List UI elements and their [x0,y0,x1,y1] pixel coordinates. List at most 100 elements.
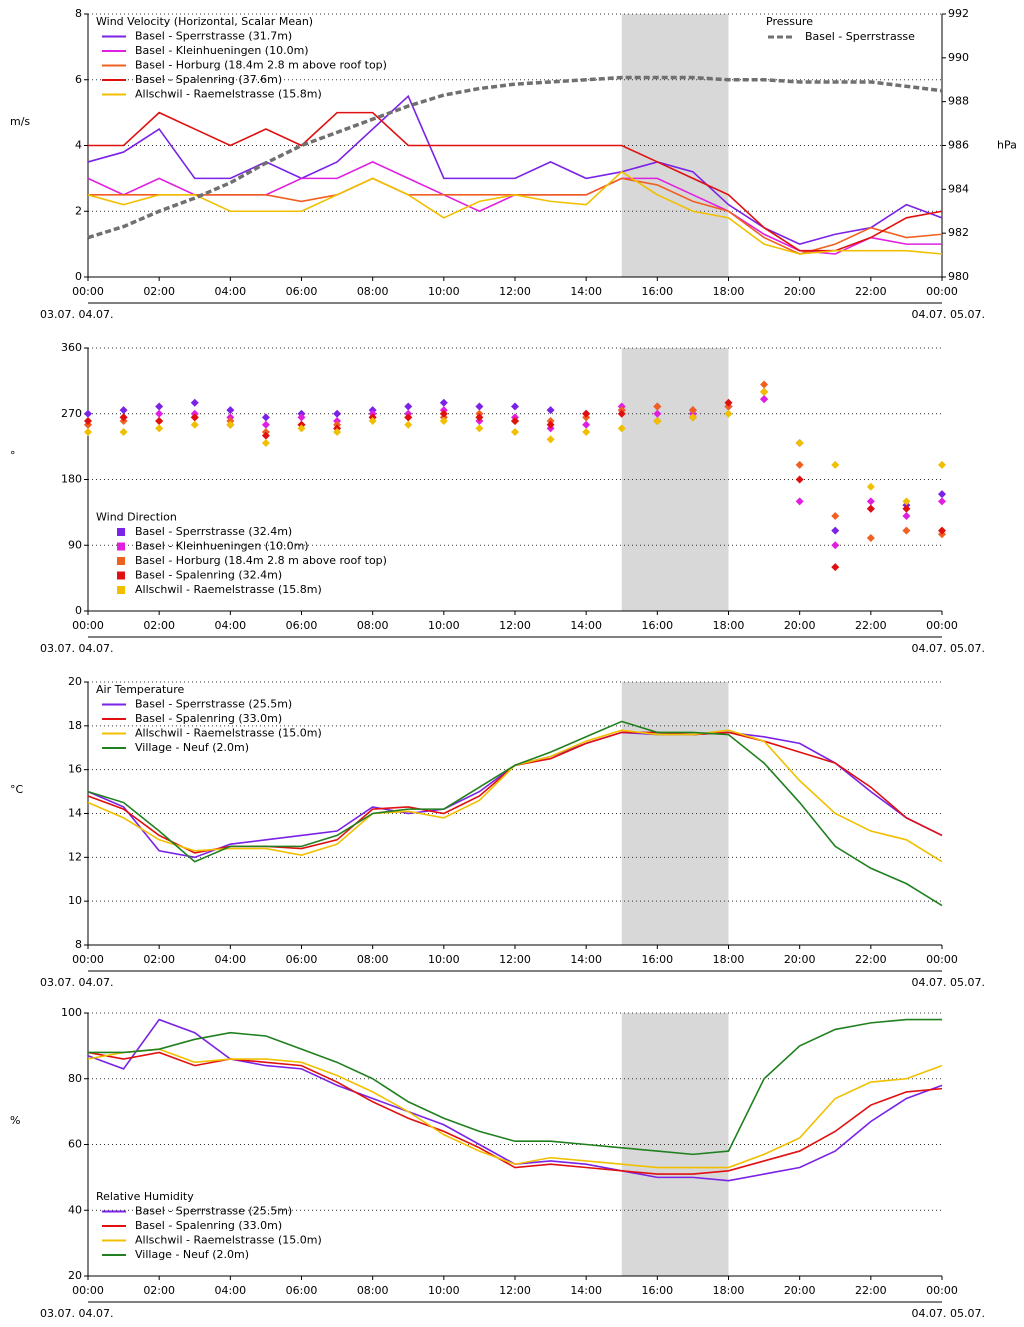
x-tick-label: 02:00 [143,953,175,966]
x-tick-label: 12:00 [499,619,531,632]
y-tick-label: 20 [68,675,82,688]
point [368,417,377,426]
point [333,428,342,437]
x-tick-label: 00:00 [926,285,958,298]
legend-label: Basel - Spalenring (32.4m) [135,569,282,582]
point [795,438,804,447]
date-start: 03.07. 04.07. [40,976,113,989]
point [546,420,555,429]
y-tick-label: 8 [75,938,82,951]
point [688,406,697,415]
y2-tick-label: 992 [948,7,969,20]
x-tick-label: 04:00 [214,1284,246,1297]
point [475,402,484,411]
x-tick-label: 02:00 [143,1284,175,1297]
x-tick-label: 10:00 [428,619,460,632]
point [119,406,128,415]
point [475,424,484,433]
point [938,497,946,506]
point [404,402,413,411]
x-tick-label: 00:00 [926,953,958,966]
point [297,413,306,422]
point [119,428,128,437]
point [226,420,235,429]
legend-swatch [117,586,125,594]
legend-title: Wind Velocity (Horizontal, Scalar Mean) [96,15,313,28]
x-tick-label: 22:00 [855,1284,887,1297]
x-tick-label: 08:00 [357,953,389,966]
point [546,435,555,444]
legend-label: Basel - Spalenring (37.6m) [135,73,282,86]
y-tick-label: 100 [61,1006,82,1019]
y-tick-label: 2 [75,204,82,217]
series-line [87,94,943,245]
x-tick-label: 08:00 [357,619,389,632]
legend2-label: Basel - Sperrstrasse [805,30,915,43]
legend-label: Basel - Kleinhueningen (10.0m) [135,44,309,57]
legend-label: Allschwil - Raemelstrasse (15.0m) [135,727,322,740]
legend-swatch [117,542,125,551]
legend-label: Allschwil - Raemelstrasse (15.8m) [135,88,322,101]
y2-tick-label: 986 [948,139,969,152]
x-tick-label: 00:00 [72,619,104,632]
x-tick-label: 08:00 [357,285,389,298]
y2-tick-label: 982 [948,226,969,239]
x-tick-label: 22:00 [855,285,887,298]
point [190,413,199,422]
point [760,387,769,396]
point [938,490,946,499]
point [155,424,164,433]
point [938,460,946,469]
point [261,413,270,422]
y-axis-label: m/s [10,115,30,128]
point [84,409,92,418]
date-end: 04.07. 05.07. [912,1307,985,1320]
x-tick-label: 06:00 [286,1284,318,1297]
x-tick-label: 12:00 [499,285,531,298]
series-line [88,1018,942,1156]
x-tick-label: 06:00 [286,953,318,966]
point [760,395,769,404]
point [831,512,840,521]
x-tick-label: 18:00 [713,953,745,966]
point [155,409,164,418]
y-tick-label: 270 [61,407,82,420]
x-tick-label: 12:00 [499,1284,531,1297]
legend-label: Village - Neuf (2.0m) [135,1248,249,1261]
legend-swatch [117,571,125,580]
point [333,409,342,418]
point [404,420,413,429]
point [617,409,626,418]
point [190,420,199,429]
highlight-band [621,1013,729,1276]
y-tick-label: 90 [68,538,82,551]
x-tick-label: 14:00 [570,619,602,632]
legend-label: Allschwil - Raemelstrasse (15.0m) [135,1234,322,1247]
y-tick-label: 8 [75,7,82,20]
legend2-title: Pressure [766,15,813,28]
legend-label: Basel - Horburg (18.4m 2.8 m above roof … [135,554,387,567]
point [190,398,199,407]
x-tick-label: 10:00 [428,1284,460,1297]
x-tick-label: 20:00 [784,619,816,632]
point [582,428,591,437]
y-tick-label: 16 [68,763,82,776]
x-tick-label: 20:00 [784,285,816,298]
point [261,438,270,447]
x-tick-label: 04:00 [214,285,246,298]
x-tick-label: 00:00 [72,953,104,966]
date-start: 03.07. 04.07. [40,1307,113,1320]
y2-tick-label: 980 [948,270,969,283]
point [653,402,662,411]
y-tick-label: 180 [61,473,82,486]
x-tick-label: 02:00 [143,285,175,298]
y2-tick-label: 988 [948,95,969,108]
legend-title: Relative Humidity [96,1190,194,1203]
point [511,417,519,426]
y-tick-label: 6 [75,73,82,86]
point [902,504,911,513]
x-tick-label: 22:00 [855,619,887,632]
legend-label: Basel - Horburg (18.4m 2.8 m above roof … [135,59,387,72]
x-tick-label: 08:00 [357,1284,389,1297]
